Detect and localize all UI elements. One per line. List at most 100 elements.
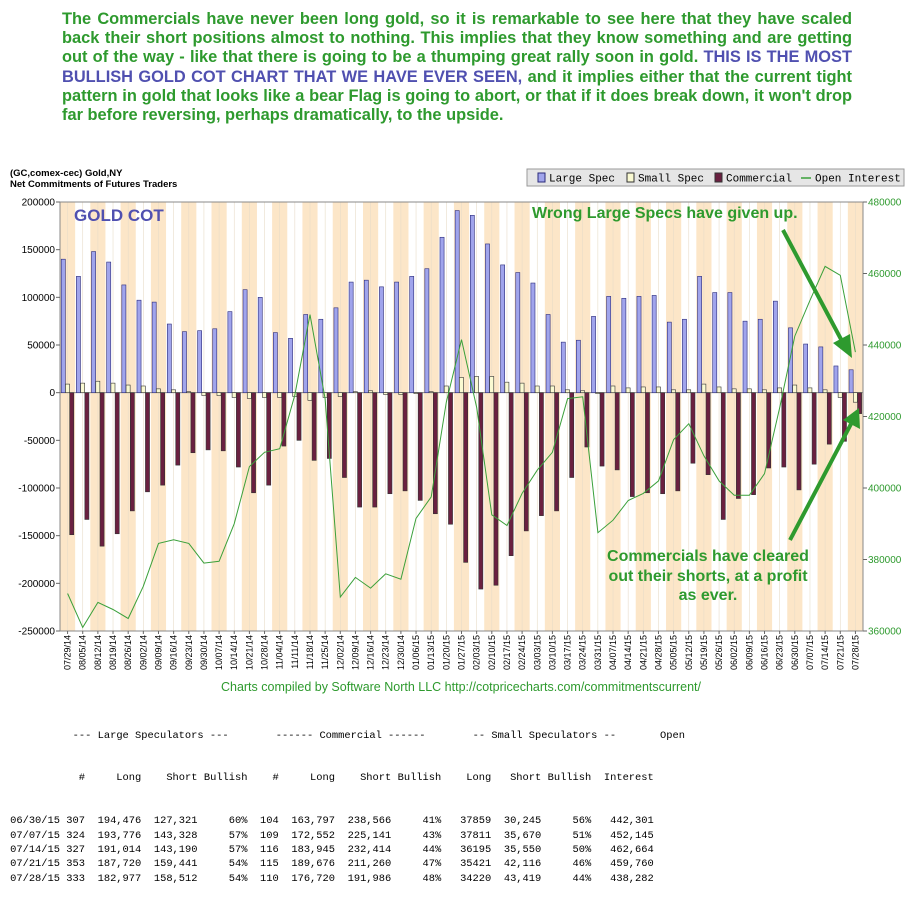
table-cell: 307 [66, 815, 85, 828]
left-tick-label: -50000 [24, 436, 56, 447]
bar-commercial [463, 392, 469, 563]
x-tick-label: 07/14/15 [820, 635, 830, 670]
table-row: 07/28/15 333 182,977 158,512 54% 110 176,720 19… [10, 872, 685, 886]
table-cell: 327 [66, 843, 85, 856]
bar-small-spec [822, 389, 828, 393]
x-tick-label: 07/28/15 [850, 635, 860, 670]
table-cell: 37859 [460, 815, 492, 828]
table-column-header: Bullish [397, 772, 442, 785]
chart-gridlines [60, 202, 863, 631]
chart-symbol: (GC,comex-cec) Gold,NY [10, 168, 123, 179]
bar-small-spec [489, 376, 495, 393]
bar-small-spec [610, 385, 616, 393]
headline-emphasis: THIS IS THE MOST BULLISH GOLD COT CHART … [62, 48, 852, 86]
bar-commercial [811, 392, 817, 465]
x-tick-label: 03/31/15 [593, 635, 603, 670]
bar-commercial [448, 392, 453, 525]
table-cell: 57% [228, 829, 248, 842]
bar-large-spec [212, 328, 218, 393]
table-cell: 353 [66, 858, 85, 871]
bar-commercial [614, 392, 620, 471]
table-cell: 60% [228, 815, 248, 828]
right-tick-label: 480000 [868, 198, 902, 209]
table-cell: 115 [260, 858, 279, 871]
table-cell: 172,552 [291, 829, 335, 842]
table-cell: 459,760 [610, 858, 654, 871]
table-cell: 06/30/15 [10, 815, 60, 828]
bar-large-spec [60, 258, 66, 393]
bar-commercial [781, 392, 787, 468]
table-cell: 462,664 [610, 843, 654, 856]
bar-commercial [357, 392, 362, 508]
bar-large-spec [288, 338, 293, 393]
table-header-spacer [10, 729, 60, 743]
left-axis-ticks: 200000 150000 100000 50000 0 -50000 -100000 -15… [18, 198, 60, 638]
table-column-header: # [272, 772, 279, 785]
x-tick-label: 05/05/15 [669, 635, 679, 670]
cot-chart: 200000 150000 100000 50000 0 -50000 -100000 -15… [10, 168, 905, 694]
bar-small-spec [443, 385, 449, 393]
bar-commercial [690, 392, 696, 464]
bar-commercial [720, 392, 726, 520]
x-tick-label: 06/09/15 [744, 635, 754, 670]
bar-large-spec [833, 365, 839, 393]
x-tick-label: 05/26/15 [714, 635, 724, 670]
left-tick-label: -250000 [18, 627, 55, 638]
x-tick-label: 08/12/14 [93, 635, 103, 670]
bar-large-spec [697, 276, 702, 393]
bar-small-spec [746, 388, 752, 393]
bar-large-spec [182, 331, 187, 393]
x-tick-label: 03/03/15 [532, 635, 542, 670]
bar-small-spec [156, 388, 161, 393]
bar-small-spec [762, 389, 767, 393]
bar-large-spec [197, 330, 202, 393]
bar-small-spec [731, 388, 737, 393]
left-tick-label: -100000 [18, 484, 55, 495]
bar-large-spec [591, 316, 596, 393]
bar-large-spec [803, 343, 808, 393]
bar-commercial [842, 392, 847, 442]
bar-small-spec [246, 392, 252, 399]
table-cell: 48% [422, 872, 442, 885]
bar-small-spec [837, 392, 843, 398]
bar-small-spec [686, 389, 692, 393]
gold-cot-label: GOLD COT [74, 206, 164, 225]
table-cell: 44% [422, 843, 442, 856]
x-tick-label: 12/30/14 [396, 635, 406, 670]
bar-small-spec [595, 392, 601, 394]
bar-large-spec [303, 314, 309, 393]
table-cell: 57% [228, 843, 248, 856]
x-tick-label: 08/19/14 [108, 635, 118, 670]
bar-large-spec [333, 307, 339, 393]
bar-commercial [417, 392, 423, 501]
headline-part-1: The Commercials have never been long gol… [62, 10, 852, 67]
table-cell: 211,260 [347, 858, 392, 871]
bar-commercial [266, 392, 272, 486]
bar-large-spec [773, 300, 778, 393]
x-axis-ticks: 07/29/14 08/05/14 08/12/14 08/19/14 08/26/14… [63, 631, 860, 670]
bar-commercial [236, 392, 241, 468]
table-column-header: Interest [603, 772, 654, 785]
right-axis-ticks: 480000 460000 440000 420000 400000 380000 3600… [863, 198, 902, 638]
table-row: 06/30/15 307 194,476 127,321 60% 104 163,797 23… [10, 814, 685, 828]
table-cell: 35,550 [503, 843, 542, 856]
x-tick-label: 04/07/15 [608, 635, 618, 670]
x-tick-label: 10/28/14 [260, 635, 270, 670]
bar-commercial [523, 392, 529, 532]
left-tick-label: 150000 [22, 245, 56, 256]
table-cell: 07/21/15 [10, 858, 60, 871]
bar-commercial [660, 392, 665, 495]
bar-large-spec [545, 314, 551, 393]
table-cell: 158,512 [153, 872, 198, 885]
table-row: 07/14/15 327 191,014 143,190 57% 116 183,945 23… [10, 843, 685, 857]
bar-small-spec [186, 391, 192, 393]
bar-small-spec [777, 387, 782, 393]
open-interest-line [67, 265, 856, 629]
bar-commercial [796, 392, 802, 491]
bar-commercial [751, 392, 756, 495]
x-tick-label: 11/18/14 [305, 635, 315, 669]
table-group-header: --- Large Speculators --- [72, 729, 229, 742]
bar-large-spec [454, 210, 460, 393]
right-tick-label: 360000 [868, 627, 902, 638]
bar-commercial [281, 392, 287, 447]
